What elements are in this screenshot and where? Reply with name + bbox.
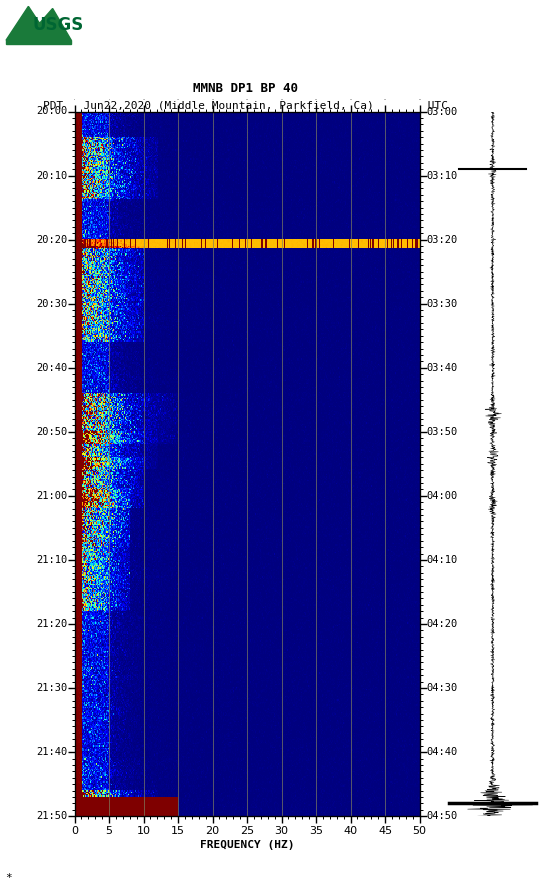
Text: 03:40: 03:40: [427, 363, 458, 373]
Polygon shape: [6, 6, 71, 40]
Text: *: *: [6, 873, 12, 883]
Text: 03:10: 03:10: [427, 170, 458, 180]
Text: USGS: USGS: [33, 16, 84, 35]
Text: 04:30: 04:30: [427, 683, 458, 693]
Text: 20:20: 20:20: [36, 235, 68, 244]
Text: 20:50: 20:50: [36, 426, 68, 437]
Text: 03:00: 03:00: [427, 106, 458, 117]
Text: 20:30: 20:30: [36, 299, 68, 309]
Text: 20:10: 20:10: [36, 170, 68, 180]
Text: PDT   Jun22,2020 (Middle Mountain, Parkfield, Ca)        UTC: PDT Jun22,2020 (Middle Mountain, Parkfie…: [43, 101, 448, 111]
Polygon shape: [6, 40, 71, 45]
Text: 21:50: 21:50: [36, 811, 68, 822]
Text: 04:20: 04:20: [427, 619, 458, 629]
Text: 04:40: 04:40: [427, 747, 458, 757]
Text: 21:20: 21:20: [36, 619, 68, 629]
Text: 03:30: 03:30: [427, 299, 458, 309]
Text: MMNB DP1 BP 40: MMNB DP1 BP 40: [193, 82, 298, 95]
Text: 20:00: 20:00: [36, 106, 68, 117]
Text: 20:40: 20:40: [36, 363, 68, 373]
Text: 03:50: 03:50: [427, 426, 458, 437]
Text: 04:50: 04:50: [427, 811, 458, 822]
Text: 21:30: 21:30: [36, 683, 68, 693]
Text: 04:00: 04:00: [427, 491, 458, 501]
Text: 21:10: 21:10: [36, 555, 68, 565]
Text: 21:40: 21:40: [36, 747, 68, 757]
Text: 04:10: 04:10: [427, 555, 458, 565]
X-axis label: FREQUENCY (HZ): FREQUENCY (HZ): [200, 840, 294, 850]
Text: 21:00: 21:00: [36, 491, 68, 501]
Text: 03:20: 03:20: [427, 235, 458, 244]
